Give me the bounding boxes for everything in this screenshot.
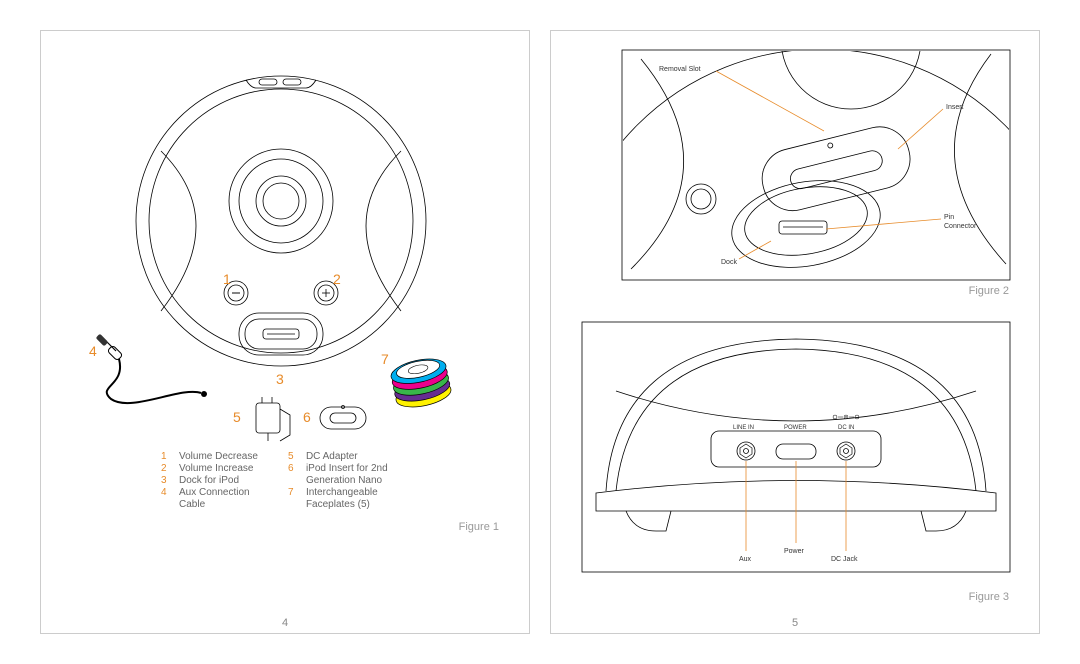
legend-text: Cable <box>179 499 205 510</box>
legend-num: 5 <box>288 451 298 462</box>
svg-text:DC IN: DC IN <box>838 425 854 431</box>
label-connector: Connector <box>944 223 977 230</box>
callout-3: 3 <box>276 371 284 387</box>
legend-num: 6 <box>288 463 298 474</box>
label-pin: Pin <box>944 214 954 221</box>
legend-text: Aux Connection <box>179 487 250 498</box>
callout-5: 5 <box>233 409 241 425</box>
label-insert: Insert <box>946 104 964 111</box>
legend-num <box>288 475 298 486</box>
svg-text:Power: Power <box>784 548 805 555</box>
legend-text: Interchangeable <box>306 487 378 498</box>
legend-text: DC Adapter <box>306 451 358 462</box>
page-right: Removal Slot Insert Pin Connector Dock F… <box>550 30 1040 634</box>
legend-num: 1 <box>161 451 171 462</box>
legend-text: Volume Increase <box>179 463 254 474</box>
figure-3-caption: Figure 3 <box>969 591 1009 603</box>
svg-text:POWER: POWER <box>784 425 807 431</box>
legend-col-2: 5 DC Adapter 6 iPod Insert for 2nd Generat… <box>288 451 388 510</box>
legend-num: 3 <box>161 475 171 486</box>
legend-num <box>288 499 298 510</box>
figure-1-caption: Figure 1 <box>459 521 499 533</box>
callout-6: 6 <box>303 409 311 425</box>
aux-cable-icon <box>91 331 211 411</box>
legend-text: Faceplates (5) <box>306 499 370 510</box>
svg-text:DC Jack: DC Jack <box>831 556 858 563</box>
ipod-insert-icon <box>316 401 371 436</box>
legend-num: 4 <box>161 487 171 498</box>
legend-num <box>161 499 171 510</box>
legend-text: Generation Nano <box>306 475 382 486</box>
callout-7: 7 <box>381 351 389 367</box>
callout-1: 1 <box>223 271 231 287</box>
svg-text:Aux: Aux <box>739 556 752 563</box>
legend-text: Dock for iPod <box>179 475 239 486</box>
figure-2-caption: Figure 2 <box>969 285 1009 297</box>
label-removal-slot: Removal Slot <box>659 66 701 73</box>
page-left: 1 2 3 4 5 6 7 1 Volume Decrease 2 Volume I… <box>40 30 530 634</box>
svg-text:LINE IN: LINE IN <box>733 425 754 431</box>
legend-num: 2 <box>161 463 171 474</box>
figure-2-diagram: Removal Slot Insert Pin Connector Dock <box>621 49 1011 299</box>
page-number-right: 5 <box>551 617 1039 629</box>
faceplates-icon <box>386 351 456 416</box>
callout-4: 4 <box>89 343 97 359</box>
legend-text: iPod Insert for 2nd <box>306 463 388 474</box>
figure-1-legend: 1 Volume Decrease 2 Volume Increase 3 Dock … <box>161 451 388 510</box>
legend-col-1: 1 Volume Decrease 2 Volume Increase 3 Dock … <box>161 451 258 510</box>
callout-2: 2 <box>333 271 341 287</box>
legend-num: 7 <box>288 487 298 498</box>
legend-text: Volume Decrease <box>179 451 258 462</box>
label-dock: Dock <box>721 259 737 266</box>
dc-adapter-icon <box>246 391 296 446</box>
page-number-left: 4 <box>41 617 529 629</box>
figure-3-diagram: LINE IN POWER DC IN Aux Power DC Jack <box>581 321 1011 591</box>
